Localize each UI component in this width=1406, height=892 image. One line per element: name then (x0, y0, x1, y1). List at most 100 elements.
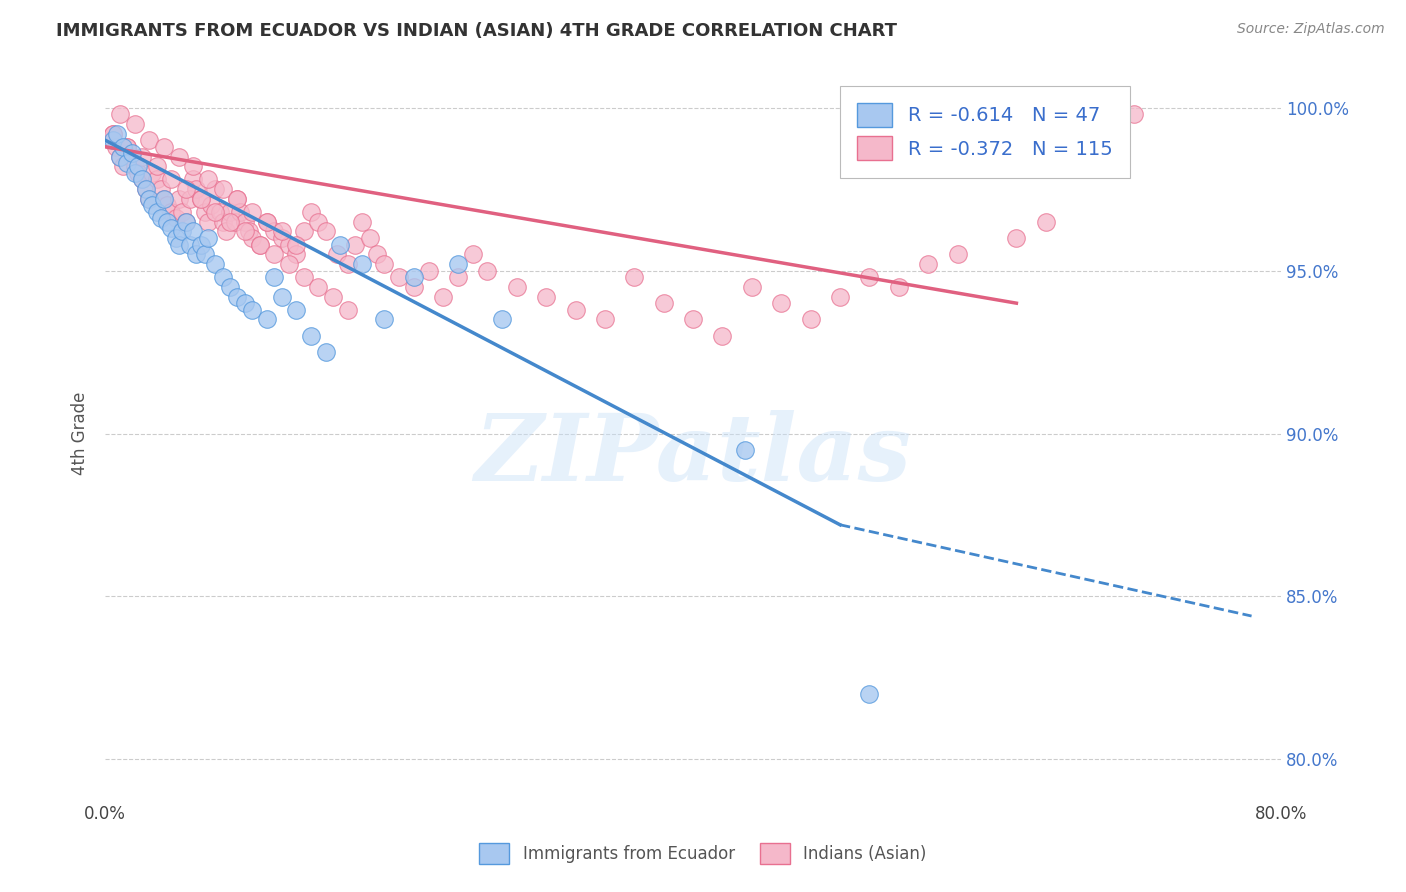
Point (263, 270, 285, 285)
Point (299, 328, 322, 343)
Point (858, 687, 880, 701)
Point (226, 192, 249, 206)
Point (770, 296, 793, 310)
Point (388, 270, 411, 285)
Point (186, 247, 208, 261)
Point (256, 215, 278, 229)
Point (1035, 215, 1057, 229)
Point (418, 263, 440, 277)
Point (336, 257, 359, 271)
Point (215, 224, 238, 238)
Point (315, 224, 337, 238)
Point (226, 192, 249, 206)
Point (108, 149, 131, 163)
Point (101, 127, 124, 141)
Point (240, 231, 263, 245)
Point (734, 442, 756, 457)
Point (270, 224, 292, 238)
Point (170, 205, 193, 219)
Point (240, 205, 263, 219)
Point (121, 146, 143, 161)
Point (285, 247, 308, 261)
Point (156, 215, 179, 229)
Point (336, 302, 359, 317)
Point (117, 156, 139, 170)
Point (127, 166, 149, 180)
Point (190, 192, 212, 206)
Point (359, 231, 381, 245)
Text: Source: ZipAtlas.com: Source: ZipAtlas.com (1237, 22, 1385, 37)
Point (124, 166, 146, 180)
Point (828, 290, 851, 304)
Point (167, 192, 190, 206)
Point (145, 172, 167, 186)
Point (263, 224, 285, 238)
Point (711, 328, 734, 343)
Point (111, 140, 134, 154)
Point (174, 215, 197, 229)
Point (211, 270, 233, 285)
Point (121, 149, 143, 163)
Point (402, 270, 425, 285)
Point (447, 270, 470, 285)
Point (150, 182, 173, 196)
Point (352, 257, 374, 271)
Point (800, 312, 823, 326)
Point (108, 149, 131, 163)
Point (593, 312, 616, 326)
Point (197, 215, 219, 229)
Point (160, 221, 183, 235)
Legend: Immigrants from Ecuador, Indians (Asian): Immigrants from Ecuador, Indians (Asian) (472, 837, 934, 871)
Point (167, 149, 190, 163)
Point (131, 172, 153, 186)
Point (101, 133, 124, 147)
Point (135, 182, 157, 196)
Point (352, 215, 374, 229)
Point (131, 172, 153, 186)
Point (315, 345, 337, 359)
Point (141, 166, 163, 180)
Point (249, 237, 271, 252)
Point (322, 290, 344, 304)
Point (174, 215, 197, 229)
Point (197, 172, 219, 186)
Point (204, 182, 226, 196)
Point (204, 257, 226, 271)
Point (145, 205, 167, 219)
Point (292, 270, 315, 285)
Legend: R = -0.614   N = 47, R = -0.372   N = 115: R = -0.614 N = 47, R = -0.372 N = 115 (839, 86, 1130, 178)
Point (117, 140, 139, 154)
Point (249, 237, 271, 252)
Point (233, 296, 256, 310)
Point (292, 224, 315, 238)
Point (277, 237, 299, 252)
Point (156, 198, 179, 212)
Point (224, 215, 246, 229)
Point (138, 192, 160, 206)
Point (145, 159, 167, 173)
Point (208, 205, 231, 219)
Text: ZIPatlas: ZIPatlas (475, 410, 911, 500)
Point (117, 140, 139, 154)
Point (165, 211, 187, 226)
Point (1064, 94, 1087, 108)
Point (652, 296, 675, 310)
Point (190, 192, 212, 206)
Point (165, 231, 187, 245)
Point (138, 133, 160, 147)
Point (564, 302, 586, 317)
Point (160, 172, 183, 186)
Point (124, 117, 146, 131)
Point (111, 159, 134, 173)
Point (167, 237, 190, 252)
Point (263, 247, 285, 261)
Point (160, 205, 183, 219)
Point (256, 312, 278, 326)
Point (150, 211, 173, 226)
Point (534, 290, 557, 304)
Point (204, 205, 226, 219)
Point (98, 133, 121, 147)
Point (183, 172, 205, 186)
Point (170, 224, 193, 238)
Point (307, 280, 329, 294)
